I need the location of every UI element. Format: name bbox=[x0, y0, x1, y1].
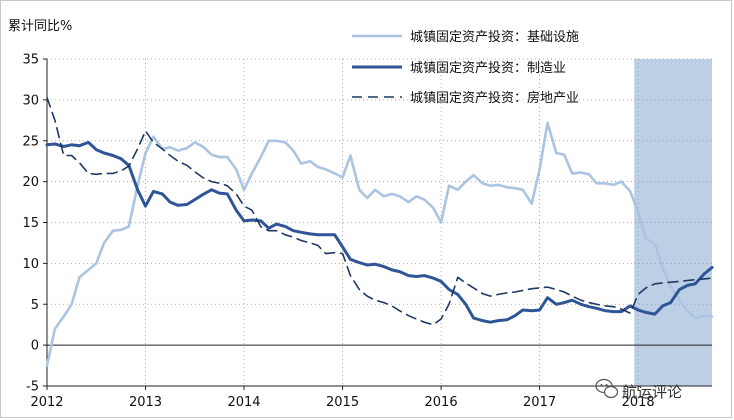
y-tick-label: -5 bbox=[26, 380, 39, 395]
y-tick-label: 5 bbox=[31, 298, 39, 313]
x-tick-label: 2015 bbox=[326, 395, 359, 410]
legend-label-3: 城镇固定资产投资：房地产业 bbox=[410, 90, 579, 106]
y-tick-label: 35 bbox=[22, 53, 39, 68]
x-tick-label: 2017 bbox=[523, 395, 556, 410]
highlight-region-2018 bbox=[634, 59, 712, 386]
x-tick-label: 2012 bbox=[30, 395, 63, 410]
y-tick-label: 10 bbox=[22, 257, 39, 272]
series-lines bbox=[45, 96, 714, 367]
legend-label-2: 城镇固定资产投资：制造业 bbox=[410, 60, 566, 76]
series-line-1 bbox=[45, 121, 714, 367]
y-tick-label: 0 bbox=[31, 339, 39, 354]
y-tick-label: 30 bbox=[22, 93, 39, 108]
x-tick-label: 2014 bbox=[227, 395, 260, 410]
y-tick-label: 25 bbox=[22, 134, 39, 149]
y-tick-label: 20 bbox=[22, 175, 39, 190]
highlight-rect bbox=[634, 59, 712, 386]
x-tick-label: 2018 bbox=[622, 395, 655, 410]
x-axis-ticks: 2012 2013 2014 2015 2016 2017 2018 bbox=[30, 386, 655, 410]
wechat-icon bbox=[595, 378, 619, 399]
series-line-2 bbox=[45, 140, 714, 324]
x-tick-label: 2016 bbox=[425, 395, 458, 410]
watermark: 航运评论 bbox=[595, 378, 682, 401]
unit-label: 累计同比% bbox=[8, 19, 72, 34]
x-tick-label: 2013 bbox=[129, 395, 162, 410]
y-tick-label: 15 bbox=[22, 216, 39, 231]
watermark-text: 航运评论 bbox=[622, 383, 682, 401]
grid-lines bbox=[47, 58, 712, 387]
legend-label-1: 城镇固定资产投资：基础设施 bbox=[410, 29, 579, 45]
series-line-3 bbox=[46, 96, 713, 326]
y-axis-ticks: -5 0 5 10 15 20 25 30 35 bbox=[22, 53, 47, 395]
